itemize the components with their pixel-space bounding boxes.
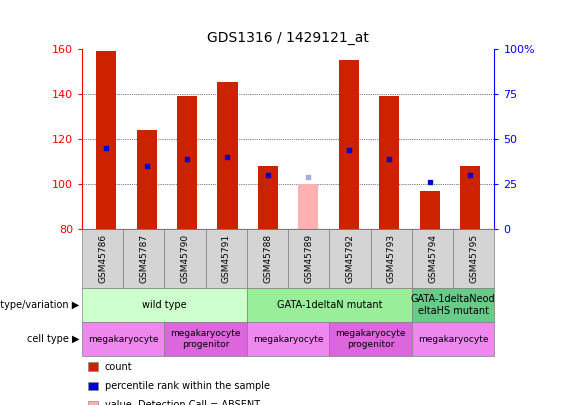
Text: megakaryocyte: megakaryocyte [418,335,488,344]
Bar [137,130,157,229]
Bar [96,51,116,229]
Bar [218,82,238,229]
Text: GSM45792: GSM45792 [346,234,354,283]
Bar [379,96,399,229]
Title: GDS1316 / 1429121_at: GDS1316 / 1429121_at [207,31,369,45]
Bar [177,96,197,229]
Bar [460,166,480,229]
Text: GSM45786: GSM45786 [98,234,107,283]
Text: megakaryocyte: megakaryocyte [253,335,323,344]
Bar [258,166,278,229]
Text: megakaryocyte
progenitor: megakaryocyte progenitor [171,330,241,349]
Bar [420,190,440,229]
Text: GSM45788: GSM45788 [263,234,272,283]
Text: GSM45794: GSM45794 [428,234,437,283]
Text: GSM45791: GSM45791 [222,234,231,283]
Text: GSM45787: GSM45787 [140,234,148,283]
Text: megakaryocyte
progenitor: megakaryocyte progenitor [336,330,406,349]
Text: value, Detection Call = ABSENT: value, Detection Call = ABSENT [105,401,260,405]
Text: GSM45793: GSM45793 [387,234,396,283]
Text: genotype/variation ▶: genotype/variation ▶ [0,300,79,310]
Text: count: count [105,362,132,371]
Text: GSM45789: GSM45789 [305,234,313,283]
Text: megakaryocyte: megakaryocyte [88,335,158,344]
Text: wild type: wild type [142,300,186,310]
Text: GSM45795: GSM45795 [470,234,478,283]
Text: GSM45790: GSM45790 [181,234,189,283]
Text: GATA-1deltaN mutant: GATA-1deltaN mutant [277,300,382,310]
Text: GATA-1deltaNeod
eltaHS mutant: GATA-1deltaNeod eltaHS mutant [411,294,496,315]
Bar [298,184,319,229]
Text: percentile rank within the sample: percentile rank within the sample [105,381,270,391]
Bar [338,60,359,229]
Text: cell type ▶: cell type ▶ [27,334,79,344]
